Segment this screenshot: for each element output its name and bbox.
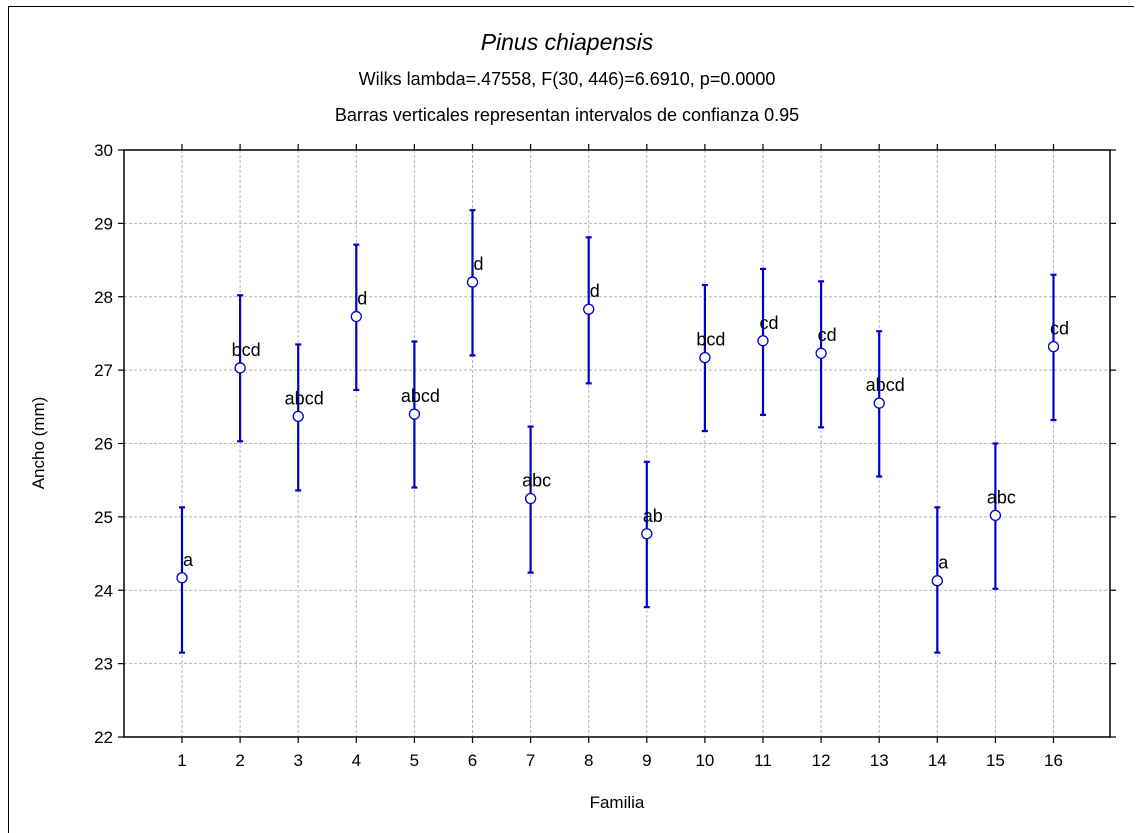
y-tick-label: 26: [94, 435, 113, 454]
x-tick-label: 11: [754, 751, 772, 770]
mean-point: [292, 410, 304, 423]
mean-point: [176, 572, 188, 584]
grid: [124, 150, 1110, 737]
group-label: abcd: [866, 375, 905, 395]
x-tick-label: 12: [812, 751, 831, 770]
mean-point: [641, 528, 653, 540]
mean-point: [931, 575, 943, 587]
mean-point: [815, 347, 827, 359]
group-label: abc: [987, 487, 1016, 507]
x-tick-label: 2: [235, 751, 244, 770]
y-tick-label: 29: [94, 214, 113, 233]
y-tick-label: 23: [94, 655, 113, 674]
chart-subtitle: Wilks lambda=.47558, F(30, 446)=6.6910, …: [359, 69, 776, 89]
x-tick-label: 3: [293, 751, 302, 770]
x-tick-label: 8: [584, 751, 593, 770]
y-tick-label: 22: [94, 728, 113, 747]
group-label: cd: [818, 325, 837, 345]
group-label: ab: [643, 506, 663, 526]
group-label: d: [473, 254, 483, 274]
x-tick-label: 1: [177, 751, 186, 770]
x-tick-label: 9: [642, 751, 651, 770]
x-tick-label: 14: [928, 751, 947, 770]
chart-title: Pinus chiapensis: [481, 29, 654, 55]
group-label: bcd: [232, 340, 261, 360]
chart-subtitle-ci: Barras verticales representan intervalos…: [335, 105, 799, 125]
group-label: d: [357, 289, 367, 309]
y-axis: 22 23 24 25 26 27 28 29 30: [94, 141, 1116, 747]
x-tick-label: 16: [1044, 751, 1063, 770]
group-label: abcd: [285, 388, 324, 408]
x-axis: 1 2 3 4 5 6 7 8 9 10 11 12 13 14 15 16: [177, 144, 1063, 770]
x-tick-label: 10: [695, 751, 714, 770]
mean-point: [699, 352, 711, 364]
y-axis-label: Ancho (mm): [29, 397, 48, 490]
y-tick-label: 30: [94, 141, 113, 160]
mean-point: [408, 408, 421, 420]
mean-point: [524, 492, 537, 505]
group-label: cd: [759, 313, 778, 333]
x-tick-label: 7: [526, 751, 535, 770]
group-label: a: [183, 550, 194, 570]
group-label: abcd: [401, 386, 440, 406]
x-tick-label: 13: [870, 751, 889, 770]
group-label: d: [590, 281, 600, 301]
mean-point: [234, 362, 246, 374]
x-tick-label: 5: [410, 751, 419, 770]
group-label: abc: [522, 471, 551, 491]
y-tick-label: 28: [94, 288, 113, 307]
chart-frame: [8, 6, 1134, 833]
mean-point: [1047, 340, 1060, 353]
group-label: a: [938, 553, 949, 573]
x-tick-label: 15: [986, 751, 1005, 770]
mean-point: [583, 303, 595, 315]
mean-point: [873, 397, 885, 409]
mean-point: [757, 335, 769, 347]
x-tick-label: 4: [352, 751, 361, 770]
group-label: cd: [1050, 319, 1069, 339]
mean-point: [350, 310, 362, 323]
mean-point: [989, 509, 1002, 522]
mean-point: [466, 276, 479, 288]
x-tick-label: 6: [468, 751, 477, 770]
group-label: bcd: [696, 330, 725, 350]
y-tick-label: 25: [94, 508, 113, 527]
y-tick-label: 24: [94, 581, 113, 600]
y-tick-label: 27: [94, 361, 113, 380]
x-axis-label: Familia: [590, 793, 645, 812]
